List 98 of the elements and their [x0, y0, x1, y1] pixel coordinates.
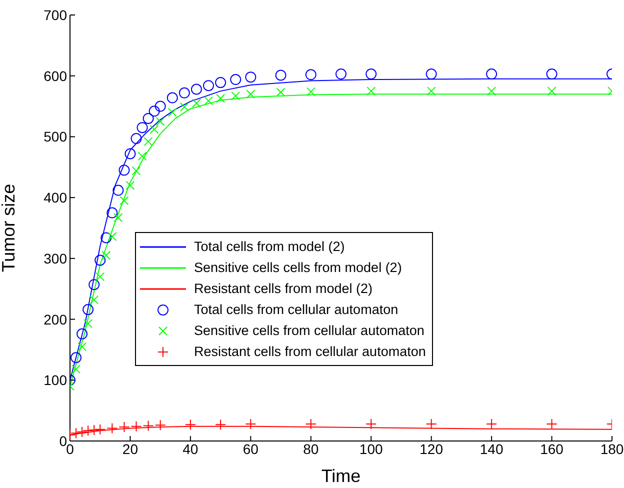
point [546, 68, 558, 80]
point [88, 279, 100, 290]
x-tick-label: 140 [480, 440, 504, 457]
x-tick-label: 20 [122, 440, 138, 457]
point [166, 92, 178, 104]
point [203, 80, 214, 92]
x-tick-label: 40 [182, 440, 198, 457]
point [144, 137, 153, 146]
point [245, 418, 256, 430]
y-axis-title: Tumor size [0, 184, 18, 272]
point [215, 77, 226, 88]
point [487, 86, 496, 96]
point [136, 122, 148, 134]
legend-label: Sensitive cells from cellular automaton [194, 323, 424, 338]
point [132, 166, 141, 176]
point [82, 425, 94, 436]
point [366, 68, 377, 80]
point [190, 84, 202, 95]
point [546, 418, 558, 430]
point [156, 117, 165, 126]
point [118, 164, 130, 176]
point [486, 68, 498, 80]
y-tick-label: 300 [44, 250, 68, 266]
x-axis-title: Time [321, 466, 361, 486]
point [150, 124, 159, 134]
point [94, 254, 106, 266]
x-tick-label: 180 [600, 440, 624, 457]
y-tick-label: 400 [44, 190, 68, 206]
point [276, 88, 286, 97]
point [230, 74, 242, 86]
point [76, 426, 88, 438]
point [154, 100, 166, 112]
point [142, 420, 154, 432]
x-tick-label: 60 [242, 440, 259, 457]
point [102, 250, 111, 260]
point [306, 87, 316, 96]
point [90, 295, 99, 304]
point [76, 328, 88, 340]
point [106, 422, 118, 434]
point [94, 424, 106, 435]
point [120, 196, 129, 206]
point [82, 304, 94, 316]
point [126, 180, 135, 190]
y-tick-label: 200 [44, 311, 68, 328]
point [192, 98, 201, 108]
point [231, 91, 240, 100]
x-tick-label: 160 [540, 440, 564, 457]
point [100, 232, 112, 244]
y-tick-label: 500 [44, 128, 68, 145]
point [154, 420, 166, 431]
point [130, 133, 142, 144]
point [305, 418, 316, 430]
x-tick-label: 120 [420, 440, 444, 457]
point [88, 424, 100, 436]
point [70, 352, 82, 364]
point [366, 418, 377, 430]
point [72, 364, 81, 374]
x-tick-label: 80 [303, 440, 319, 457]
point [114, 213, 123, 222]
point [124, 148, 136, 160]
legend-label: Sensitive cells cells from model (2) [194, 260, 402, 275]
y-tick-label: 700 [44, 6, 68, 23]
point [180, 102, 189, 112]
legend-label: Total cells from cellular automaton [194, 302, 398, 317]
point [426, 418, 437, 430]
point [138, 152, 147, 161]
point [142, 112, 154, 124]
point [216, 94, 226, 103]
point [215, 419, 226, 430]
point [108, 232, 117, 242]
y-tick-label: 100 [44, 372, 68, 388]
point [204, 96, 214, 106]
legend-label: Total cells from model (2) [194, 239, 345, 254]
point [84, 319, 93, 328]
point [547, 86, 556, 96]
point [246, 90, 256, 99]
point [148, 106, 160, 117]
point [336, 68, 346, 80]
point [106, 207, 118, 218]
legend-label: Resistant cells from model (2) [194, 281, 373, 296]
point [168, 108, 177, 117]
point [426, 68, 437, 80]
point [118, 422, 130, 433]
point [275, 70, 286, 81]
point [178, 87, 190, 98]
point [245, 72, 256, 83]
point [305, 69, 316, 80]
point [78, 342, 87, 352]
point [184, 419, 196, 430]
legend-label: Resistant cells from cellular automaton [194, 344, 426, 359]
point [366, 86, 376, 96]
y-tick-label: 600 [44, 68, 68, 84]
x-tick-label: 100 [359, 440, 384, 457]
point [486, 418, 498, 430]
point [130, 420, 142, 432]
point [112, 184, 124, 196]
point [96, 272, 105, 282]
point [426, 86, 436, 96]
